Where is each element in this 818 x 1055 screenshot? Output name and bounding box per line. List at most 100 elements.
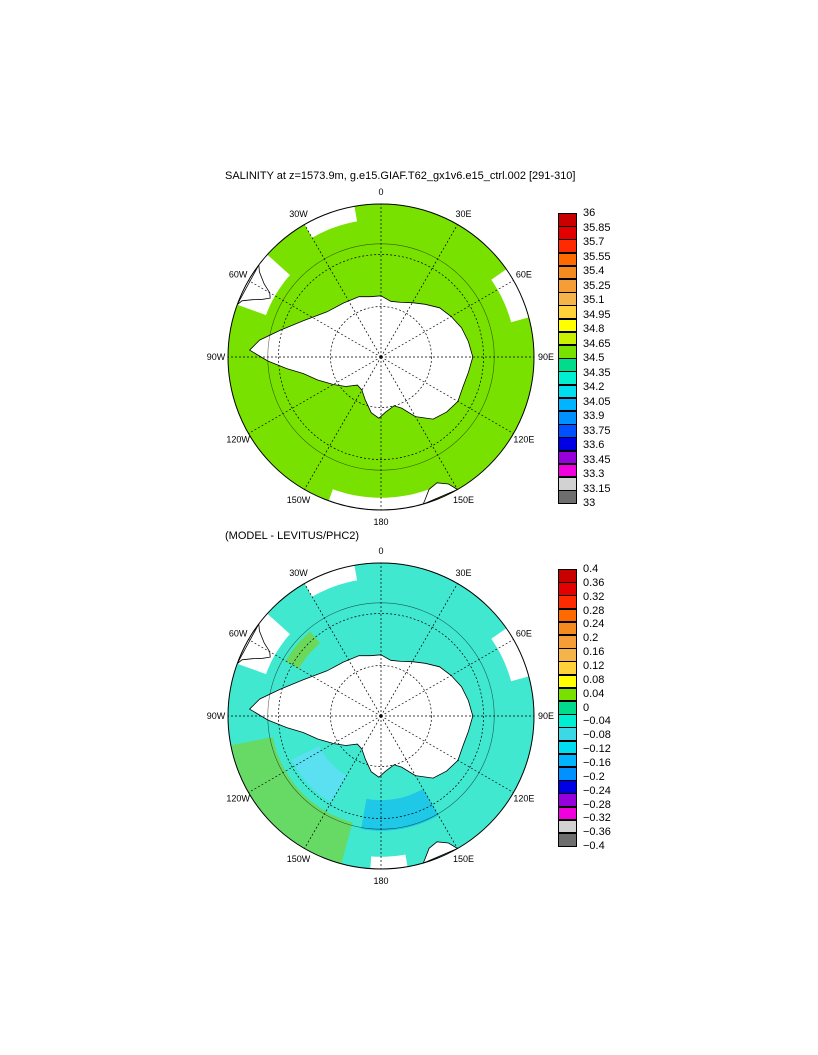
colorbar-label: 34.35 <box>583 366 611 379</box>
colorbar-swatch <box>558 608 577 623</box>
colorbar-swatch <box>558 358 577 372</box>
salinity-polar-map: 0 30E 60E 90E 120E 150E 180 150W 120W 90W 60W 30W <box>207 187 554 525</box>
colorbar-swatch <box>558 424 577 438</box>
longitude-label: 150E <box>453 495 474 505</box>
colorbar-swatch <box>558 661 577 676</box>
colorbar-swatch <box>558 437 577 452</box>
colorbar-swatch <box>558 450 577 465</box>
colorbar-label: 0.32 <box>583 590 605 603</box>
colorbar-label: −0.08 <box>583 729 611 742</box>
colorbar-label: 33.6 <box>583 439 605 452</box>
colorbar-swatch <box>558 635 577 649</box>
colorbar-swatch <box>558 371 577 386</box>
colorbar-label: 35.55 <box>583 250 611 263</box>
colorbar-label: −0.36 <box>583 826 611 839</box>
colorbar-swatch <box>558 279 577 293</box>
longitude-label: 120W <box>226 794 250 804</box>
colorbar-label: 35.85 <box>583 221 611 234</box>
anomaly-patch <box>291 746 347 803</box>
colorbar-swatch <box>558 265 577 280</box>
colorbar-label: 35.1 <box>583 294 605 307</box>
longitude-label: 150E <box>453 854 474 864</box>
meridian-gridline <box>248 280 382 358</box>
difference-map-panel: (MODEL - LEVITUS/PHC2) 0 30E 60E 90E 120E 150… <box>0 525 818 885</box>
colorbar-swatch <box>558 252 577 267</box>
meridian-gridline <box>380 715 458 849</box>
colorbar-swatch <box>558 226 577 240</box>
difference-map-title: (MODEL - LEVITUS/PHC2) <box>225 530 360 542</box>
longitude-label: 180 <box>373 876 388 885</box>
colorbar-swatch <box>558 833 577 847</box>
colorbar-swatch <box>558 687 577 702</box>
colorbar-label: 0.24 <box>583 618 605 631</box>
longitude-label: 30E <box>455 568 471 578</box>
longitude-label: 60W <box>229 629 248 639</box>
meridian-gridline <box>304 356 382 490</box>
colorbar-label: −0.04 <box>583 715 611 728</box>
colorbar-swatch <box>558 767 577 781</box>
meridian-gridline <box>380 356 514 434</box>
colorbar-label: 33.45 <box>583 453 611 466</box>
colorbar-label: 0.16 <box>583 646 605 659</box>
colorbar-label: −0.12 <box>583 743 611 756</box>
meridian-gridline <box>380 583 458 717</box>
colorbar-label: 0.08 <box>583 673 605 686</box>
longitude-label: 90W <box>207 352 226 362</box>
land-patch <box>491 264 534 323</box>
longitude-label: 150W <box>287 854 311 864</box>
colorbar-swatch <box>558 648 577 662</box>
map-border <box>227 203 535 511</box>
colorbar-swatch <box>558 384 577 399</box>
colorbar-label: 0.04 <box>583 687 605 700</box>
south-america-landmass <box>236 263 271 306</box>
colorbar-label: −0.32 <box>583 812 611 825</box>
colorbar-swatch <box>558 740 577 755</box>
colorbar-label: 33.75 <box>583 424 611 437</box>
longitude-label: 120E <box>513 794 534 804</box>
longitude-label: 30W <box>289 568 308 578</box>
colorbar-label: 34.5 <box>583 352 605 365</box>
colorbar-swatch <box>558 345 577 359</box>
colorbar-label: 34.8 <box>583 323 605 336</box>
colorbar-swatch <box>558 806 577 821</box>
colorbar-swatch <box>558 490 577 504</box>
salinity-map-panel: SALINITY at z=1573.9m, g.e15.GIAF.T62_gx… <box>0 165 818 525</box>
meridian-gridline <box>380 356 458 490</box>
colorbar-label: −0.4 <box>583 840 605 853</box>
antarctica-landmass <box>248 654 474 779</box>
meridian-gridline <box>304 583 382 717</box>
longitude-label: 60E <box>516 629 532 639</box>
colorbar-swatch <box>558 595 577 610</box>
longitude-label: 60W <box>229 270 248 280</box>
longitude-label: 0 <box>378 187 383 197</box>
colorbar-swatch <box>558 582 577 596</box>
map-border <box>227 562 535 870</box>
longitude-label: 30E <box>455 209 471 219</box>
longitude-label: 0 <box>378 546 383 556</box>
colorbar-swatch <box>558 411 577 425</box>
colorbar-swatch <box>558 727 577 742</box>
longitude-label: 90E <box>538 352 554 362</box>
longitude-label: 30W <box>289 209 308 219</box>
colorbar-label: 34.95 <box>583 308 611 321</box>
colorbar-label: 35.4 <box>583 265 605 278</box>
map-fill <box>228 204 534 510</box>
south-america-landmass <box>236 622 271 665</box>
colorbar-swatch <box>558 793 577 808</box>
colorbar-label: 0.4 <box>583 563 599 575</box>
colorbar-label: 33 <box>583 497 596 510</box>
longitude-label: 60E <box>516 270 532 280</box>
longitude-label: 150W <box>287 495 311 505</box>
antarctica-landmass <box>248 295 474 420</box>
longitude-label: 120W <box>226 435 250 445</box>
colorbar-label: 0.2 <box>583 632 599 645</box>
colorbar-label: 33.3 <box>583 468 605 481</box>
colorbar-label: −0.16 <box>583 757 611 770</box>
longitude-label: 90E <box>538 711 554 721</box>
colorbar-label: 35.25 <box>583 279 611 292</box>
colorbar-swatch <box>558 819 577 834</box>
colorbar-label: 0.36 <box>583 576 605 589</box>
colorbar-swatch <box>558 621 577 636</box>
colorbar-swatch <box>558 292 577 306</box>
meridian-gridline <box>380 715 514 793</box>
